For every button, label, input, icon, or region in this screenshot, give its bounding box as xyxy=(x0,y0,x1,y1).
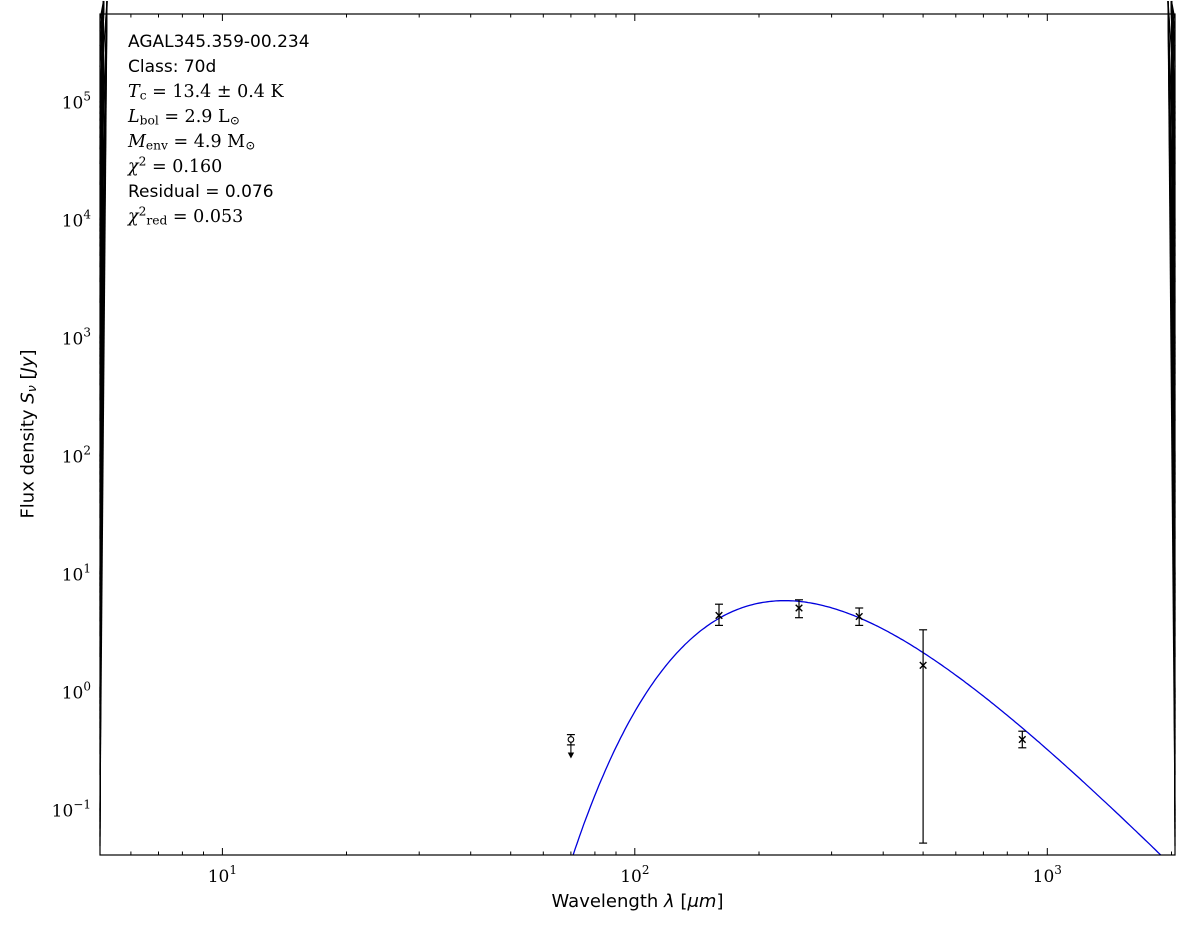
y-tick-label: 104 xyxy=(62,207,92,231)
data-point xyxy=(1018,730,1027,749)
model-curve xyxy=(572,599,1162,855)
data-point xyxy=(855,607,864,627)
x-tick-label: 103 xyxy=(1033,863,1062,887)
data-point xyxy=(919,629,928,844)
upper-limit-marker xyxy=(567,736,575,743)
fit-parameters-annotation: AGAL345.359-00.234 Class: 70d Tc = 13.4 … xyxy=(128,30,310,230)
chi-squared: χ2 = 0.160 xyxy=(128,154,223,177)
dust-temperature: Tc = 13.4 ± 0.4 K xyxy=(128,82,284,103)
upper-limit-point xyxy=(566,733,575,759)
y-tick-label: 105 xyxy=(62,89,91,113)
x-axis-label: Wavelength λ [μm] xyxy=(551,891,724,912)
x-tick-label: 102 xyxy=(620,863,649,887)
y-tick-label: 102 xyxy=(62,443,91,467)
x-tick-label: 101 xyxy=(208,863,237,887)
axis-ticks xyxy=(99,0,1176,855)
reduced-chi-squared: χ2red = 0.053 xyxy=(128,204,244,228)
y-tick-label: 100 xyxy=(62,679,91,703)
source-name: AGAL345.359-00.234 xyxy=(128,32,310,52)
down-arrow-icon xyxy=(567,752,575,759)
y-axis-label: Flux density Sν [Jy] xyxy=(17,349,40,519)
y-tick-label: 103 xyxy=(62,325,91,349)
data-points xyxy=(566,599,1027,844)
y-tick-label: 10−1 xyxy=(52,798,91,822)
class-label: Class: 70d xyxy=(128,57,217,77)
bolometric-luminosity: Lbol = 2.9 L⊙ xyxy=(128,107,240,128)
data-point xyxy=(795,599,803,619)
data-point xyxy=(715,603,723,627)
y-tick-label: 101 xyxy=(62,561,91,585)
residual: Residual = 0.076 xyxy=(128,182,274,202)
envelope-mass: Menv = 4.9 M⊙ xyxy=(128,132,256,153)
